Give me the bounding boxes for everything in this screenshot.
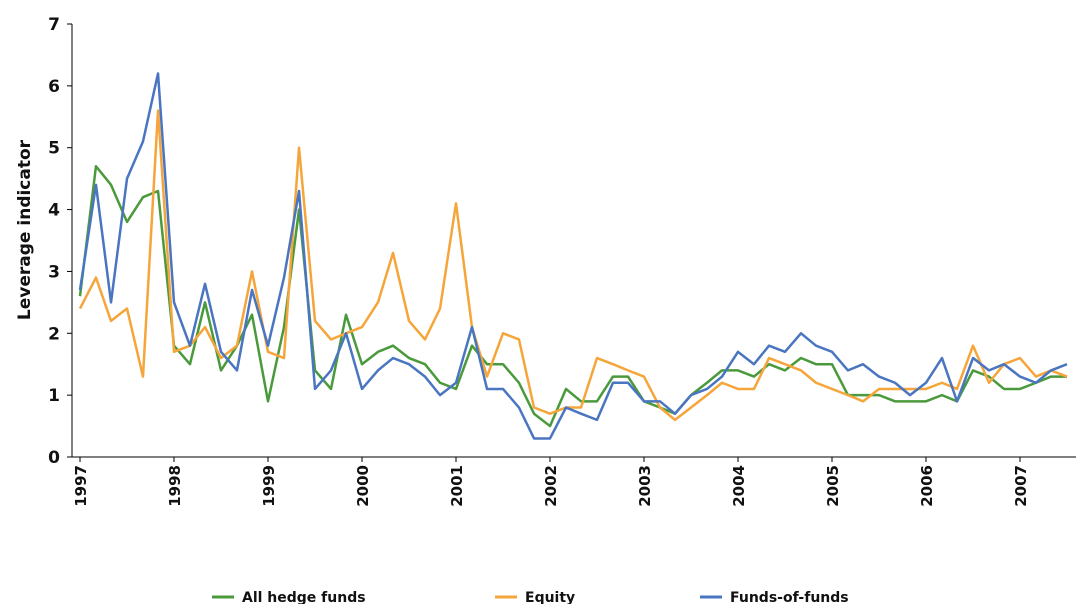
- legend-label: Equity: [525, 590, 575, 604]
- x-tick-label: 2001: [448, 465, 466, 507]
- x-tick-label: 2000: [354, 465, 372, 507]
- y-tick-label: 6: [48, 77, 60, 97]
- x-tick-label: 1999: [260, 465, 278, 507]
- x-tick-label: 1998: [166, 465, 184, 507]
- x-tick-label: 1997: [72, 465, 90, 507]
- y-tick-label: 0: [48, 448, 60, 468]
- y-tick-label: 1: [48, 386, 60, 406]
- legend-label: Funds-of-funds: [730, 590, 849, 604]
- x-tick-label: 2006: [918, 465, 936, 507]
- line-series: [78, 109, 1068, 422]
- x-tick-label: 2005: [824, 465, 842, 507]
- y-tick-label: 2: [48, 324, 60, 344]
- y-tick-label: 5: [48, 139, 60, 159]
- line-series: [78, 72, 1068, 440]
- y-axis-label: Leverage indicator: [15, 139, 35, 320]
- y-tick-label: 3: [48, 262, 60, 282]
- y-tick-label: 4: [48, 201, 60, 221]
- legend-label: All hedge funds: [242, 590, 366, 604]
- x-tick-label: 2004: [730, 465, 748, 507]
- y-tick-label: 7: [48, 15, 60, 35]
- x-tick-label: 2002: [542, 465, 560, 507]
- x-tick-label: 2003: [636, 465, 654, 507]
- x-tick-label: 2007: [1012, 465, 1030, 507]
